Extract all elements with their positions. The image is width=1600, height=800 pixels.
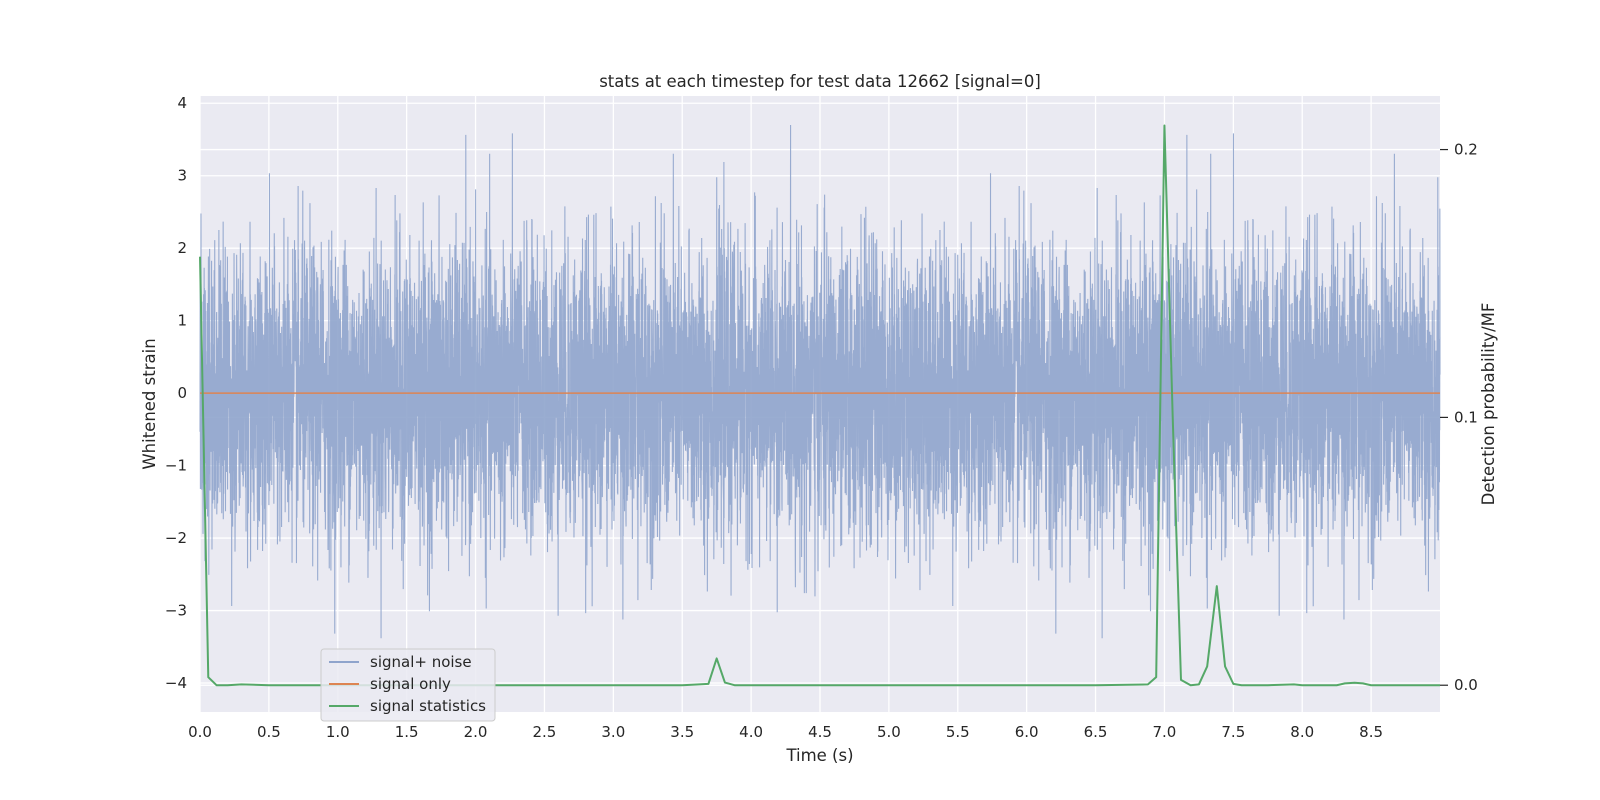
x-tick-label: 6.0 [1015, 723, 1039, 741]
x-tick-label: 8.5 [1359, 723, 1383, 741]
y-tick-label: −4 [165, 674, 187, 692]
x-tick-label: 6.5 [1084, 723, 1108, 741]
chart-title: stats at each timestep for test data 126… [599, 72, 1041, 91]
x-tick-label: 8.0 [1290, 723, 1314, 741]
y-tick-label: 0 [177, 384, 187, 402]
x-tick-label: 7.0 [1153, 723, 1177, 741]
x-tick-label: 4.5 [808, 723, 832, 741]
signal-noise-series [199, 124, 1441, 639]
x-tick-label: 2.5 [533, 723, 557, 741]
x-tick-label: 3.5 [670, 723, 694, 741]
y-tick-label: −3 [165, 602, 187, 620]
y2-tick-label: 0.2 [1454, 141, 1478, 159]
x-tick-label: 7.5 [1221, 723, 1245, 741]
x-tick-labels: 0.0 0.5 1.0 1.5 2.0 2.5 3.0 3.5 4.0 4.5 5.0 5.5 6.0 6… [188, 723, 1383, 741]
y2-tick-label: 0.0 [1454, 676, 1478, 694]
legend-label-signal-statistics: signal statistics [370, 697, 486, 715]
y-axis-label: Whitened strain [140, 338, 159, 469]
y-tick-labels: −4 −3 −2 −1 0 1 2 3 4 [165, 94, 187, 692]
x-tick-label: 4.0 [739, 723, 763, 741]
x-axis-label: Time (s) [785, 746, 853, 765]
y-tick-label: −2 [165, 529, 187, 547]
legend-frame [320, 648, 496, 722]
x-tick-label: 3.0 [601, 723, 625, 741]
y-tick-label: 3 [177, 167, 187, 185]
y-tick-label: −1 [165, 457, 187, 475]
x-tick-label: 5.0 [877, 723, 901, 741]
x-tick-label: 0.0 [188, 723, 212, 741]
y2-tick-label: 0.1 [1454, 408, 1478, 426]
x-tick-label: 5.5 [946, 723, 970, 741]
x-tick-label: 1.0 [326, 723, 350, 741]
legend: signal+ noise signal only signal statist… [320, 648, 496, 722]
legend-label-signal-noise: signal+ noise [370, 653, 472, 671]
y-tick-label: 2 [177, 239, 187, 257]
y-tick-label: 1 [177, 312, 187, 330]
x-tick-label: 0.5 [257, 723, 281, 741]
x-tick-label: 1.5 [395, 723, 419, 741]
legend-label-signal-only: signal only [370, 675, 451, 693]
y2-tick-labels: 0.0 0.1 0.2 [1440, 141, 1478, 694]
x-tick-label: 2.0 [464, 723, 488, 741]
signal-noise-line [199, 124, 1441, 639]
y-tick-label: 4 [177, 94, 187, 112]
y2-axis-label: Detection probability/MF [1479, 303, 1498, 506]
